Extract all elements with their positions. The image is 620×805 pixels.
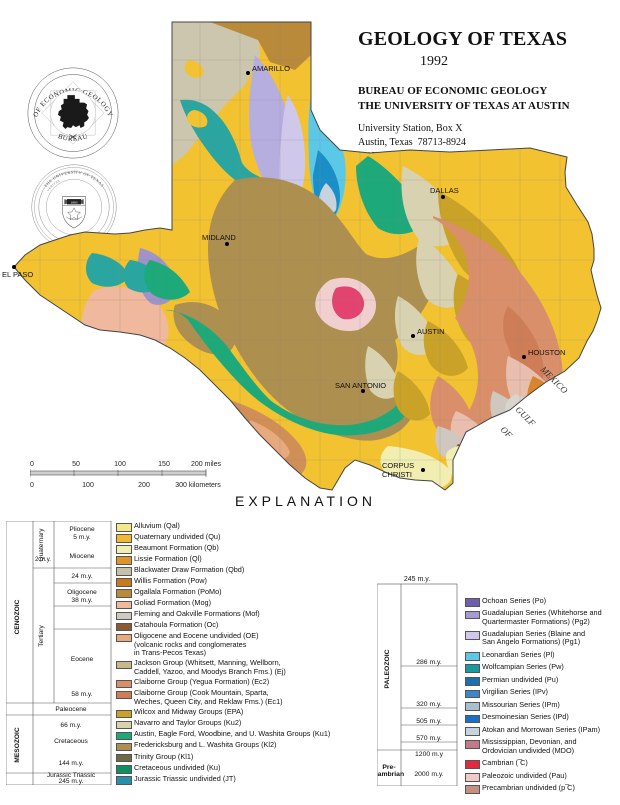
svg-text:300 kilometers: 300 kilometers bbox=[175, 482, 221, 489]
svg-text:Paleocene: Paleocene bbox=[55, 706, 86, 713]
svg-text:505 m.y.: 505 m.y. bbox=[416, 718, 442, 725]
svg-text:0: 0 bbox=[30, 461, 34, 468]
svg-text:SAN ANTONIO: SAN ANTONIO bbox=[335, 381, 386, 390]
svg-text:Oligocene: Oligocene bbox=[67, 589, 97, 596]
svg-text:MIDLAND: MIDLAND bbox=[202, 233, 236, 242]
svg-text:DALLAS: DALLAS bbox=[430, 186, 459, 195]
svg-text:EL PASO: EL PASO bbox=[2, 270, 33, 279]
svg-text:286 m.y.: 286 m.y. bbox=[416, 659, 442, 666]
svg-text:1200 m.y: 1200 m.y bbox=[415, 751, 444, 758]
svg-text:200 miles: 200 miles bbox=[191, 461, 221, 468]
svg-text:570 m.y.: 570 m.y. bbox=[416, 735, 442, 742]
svg-text:CENOZOIC: CENOZOIC bbox=[14, 599, 21, 634]
svg-text:38 m.y.: 38 m.y. bbox=[71, 597, 92, 604]
svg-text:2000 m.y.: 2000 m.y. bbox=[414, 771, 443, 778]
svg-text:0: 0 bbox=[30, 482, 34, 489]
svg-text:58 m.y.: 58 m.y. bbox=[71, 691, 92, 698]
svg-text:Cretaceous: Cretaceous bbox=[54, 738, 88, 745]
svg-text:CORPUS: CORPUS bbox=[382, 461, 414, 470]
svg-text:MEXICO: MEXICO bbox=[538, 364, 570, 396]
svg-text:2 m.y.: 2 m.y. bbox=[35, 557, 51, 563]
svg-text:150: 150 bbox=[158, 461, 170, 468]
svg-text:HOUSTON: HOUSTON bbox=[528, 348, 565, 357]
svg-text:AUSTIN: AUSTIN bbox=[417, 327, 445, 336]
svg-text:OF: OF bbox=[499, 424, 515, 440]
svg-text:66 m.y.: 66 m.y. bbox=[60, 722, 81, 729]
svg-text:100: 100 bbox=[114, 461, 126, 468]
svg-text:CHRISTI: CHRISTI bbox=[382, 470, 412, 479]
svg-text:5 m.y.: 5 m.y. bbox=[73, 534, 91, 541]
svg-text:Miocene: Miocene bbox=[70, 553, 95, 560]
svg-text:MESOZOIC: MESOZOIC bbox=[14, 727, 21, 762]
svg-text:100: 100 bbox=[82, 482, 94, 489]
svg-text:144 m.y.: 144 m.y. bbox=[59, 760, 84, 767]
svg-text:200: 200 bbox=[138, 482, 150, 489]
svg-text:AMARILLO: AMARILLO bbox=[252, 64, 290, 73]
svg-text:24 m.y.: 24 m.y. bbox=[71, 573, 92, 580]
svg-text:320 m.y.: 320 m.y. bbox=[416, 701, 442, 708]
svg-text:GULF: GULF bbox=[514, 404, 538, 428]
svg-text:Eocene: Eocene bbox=[71, 656, 94, 663]
svg-text:Pliocene: Pliocene bbox=[69, 526, 95, 533]
svg-text:50: 50 bbox=[72, 461, 80, 468]
svg-text:Tertiary: Tertiary bbox=[38, 624, 45, 646]
svg-text:245 m.y.: 245 m.y. bbox=[59, 778, 84, 785]
